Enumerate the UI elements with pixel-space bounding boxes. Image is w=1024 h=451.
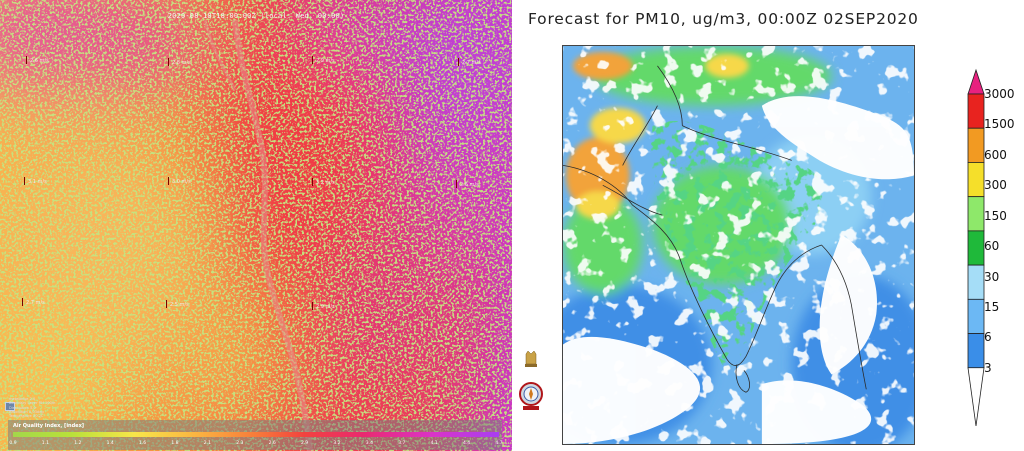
wind-arrow-icon	[168, 177, 169, 185]
forecast-title: Forecast for PM10, ug/m3, 00:00Z 02SEP20…	[528, 10, 919, 28]
wind-speed-label: 3.2 m/s	[316, 180, 335, 186]
wind-arrow-icon	[312, 56, 313, 64]
aqi-info-line: Dissolution 5.0	[9, 405, 36, 410]
wind-speed-label: 2.5 m/s	[170, 302, 189, 308]
pm10-colorbar	[967, 68, 985, 427]
aqi-legend-tick: 1.2	[74, 441, 82, 446]
aqi-legend-tick: 2.1	[203, 441, 211, 446]
aqi-info-line: Resolution 0.03deg	[9, 409, 44, 414]
colorbar-label: 60	[984, 239, 1000, 254]
pm10-colorbar-labels: 3000 1500 600 300 150 60 30 15 6 3	[984, 0, 1024, 451]
wind-marker: 2.7 m/s	[22, 298, 56, 312]
wind-marker: 3.2 m/s	[312, 178, 346, 192]
wind-marker: 2.9 m/s	[312, 56, 346, 70]
wind-speed-label: 2.7 m/s	[462, 60, 481, 66]
wind-arrow-icon	[312, 178, 313, 186]
pm10-forecast-map	[562, 45, 915, 445]
wind-marker: 2.9 m/s	[312, 302, 346, 316]
aqi-legend-tick: 3.4	[365, 441, 373, 446]
wind-arrow-icon	[26, 56, 27, 64]
wind-speed-label: 2.7 m/s	[26, 300, 45, 306]
wind-marker: 2.6 m/s	[26, 56, 60, 70]
colorbar-segment	[967, 196, 985, 232]
wind-speed-label: 2.9 m/s	[316, 304, 335, 310]
colorbar-top-arrow	[967, 68, 985, 95]
wind-arrow-icon	[24, 177, 25, 185]
wind-arrow-icon	[458, 58, 459, 66]
wind-marker: 2.5 m/s	[166, 300, 200, 314]
colorbar-segment	[967, 264, 985, 300]
aqi-info-line: Temperature 30.2C	[9, 414, 44, 419]
meteoblue-logo-icon	[5, 402, 15, 411]
colorbar-label: 150	[984, 208, 1007, 223]
wind-speed-label: 3.1 m/s	[28, 179, 47, 185]
aqi-legend: Air Quality Index, [index] 0.9 1.1 1.2 1.4 1…	[8, 420, 503, 450]
colorbar-bottom-arrow	[967, 367, 985, 427]
colorbar-label: 300	[984, 178, 1007, 193]
wind-arrow-icon	[456, 180, 457, 188]
colorbar-segment	[967, 162, 985, 198]
wind-arrow-icon	[312, 302, 313, 310]
colorbar-segment	[967, 230, 985, 266]
wind-marker: 2.6 m/s	[456, 180, 490, 194]
wind-marker: 2.7 m/s	[458, 58, 492, 72]
imd-emblem-icon	[519, 350, 543, 410]
aqi-legend-tick: 1.8	[171, 441, 179, 446]
aqi-legend-title: Air Quality Index, [index]	[13, 423, 85, 429]
colorbar-label: 3000	[984, 87, 1015, 101]
aqi-legend-tick: 4.7	[495, 441, 503, 446]
aqi-legend-tick: 3.7	[398, 441, 406, 446]
aqi-info-text: meteoblue 2.0 Boundary Layer RH 100m Disso…	[9, 397, 55, 418]
wind-arrow-icon	[22, 298, 23, 306]
colorbar-label: 600	[984, 147, 1007, 162]
aqi-legend-ticks: 0.9 1.1 1.2 1.4 1.6 1.8 2.1 2.3 2.6 2.9 3.2 3.4 3.7 4…	[9, 441, 503, 449]
colorbar-label: 6	[984, 330, 992, 345]
aqi-map-panel: 2020-08-18T18:00:00Z (local: Wed. 00:00)…	[0, 0, 512, 451]
wind-marker: 2.8 m/s	[168, 58, 202, 72]
aqi-legend-tick: 1.1	[41, 441, 49, 446]
aqi-heatmap	[0, 0, 512, 451]
colorbar-segment	[967, 127, 985, 163]
colorbar-segment	[967, 93, 985, 129]
wind-speed-label: 2.6 m/s	[460, 182, 479, 188]
wind-speed-label: 3.0 m/s	[172, 179, 191, 185]
aqi-legend-tick: 2.3	[236, 441, 244, 446]
aqi-legend-tick: 1.4	[106, 441, 114, 446]
colorbar-label: 3	[984, 360, 992, 375]
wind-marker: 3.0 m/s	[168, 177, 202, 191]
aqi-legend-tick: 2.9	[301, 441, 309, 446]
aqi-legend-tick: 0.9	[9, 441, 17, 446]
colorbar-label: 15	[984, 299, 1000, 314]
aqi-legend-tick: 4.1	[430, 441, 438, 446]
aqi-legend-gradient	[13, 432, 499, 437]
aqi-timestamp: 2020-08-18T18:00:00Z (local: Wed. 00:00)	[167, 12, 345, 20]
wind-speed-label: 2.8 m/s	[172, 60, 191, 66]
aqi-legend-tick: 4.4	[463, 441, 471, 446]
wind-arrow-icon	[166, 300, 167, 308]
colorbar-segment	[967, 333, 985, 369]
aqi-legend-tick: 3.2	[333, 441, 341, 446]
wind-arrow-icon	[168, 58, 169, 66]
wind-marker: 3.1 m/s	[24, 177, 58, 191]
aqi-legend-tick: 2.6	[268, 441, 276, 446]
aqi-info-line: meteoblue 2.0	[9, 397, 36, 401]
colorbar-label: 1500	[984, 117, 1015, 132]
aqi-info-line: Boundary Layer RH 100m	[9, 401, 56, 406]
wind-speed-label: 2.9 m/s	[316, 58, 335, 64]
wind-speed-label: 2.6 m/s	[30, 58, 49, 64]
colorbar-segment	[967, 298, 985, 334]
aqi-legend-tick: 1.6	[139, 441, 147, 446]
colorbar-label: 30	[984, 269, 1000, 284]
